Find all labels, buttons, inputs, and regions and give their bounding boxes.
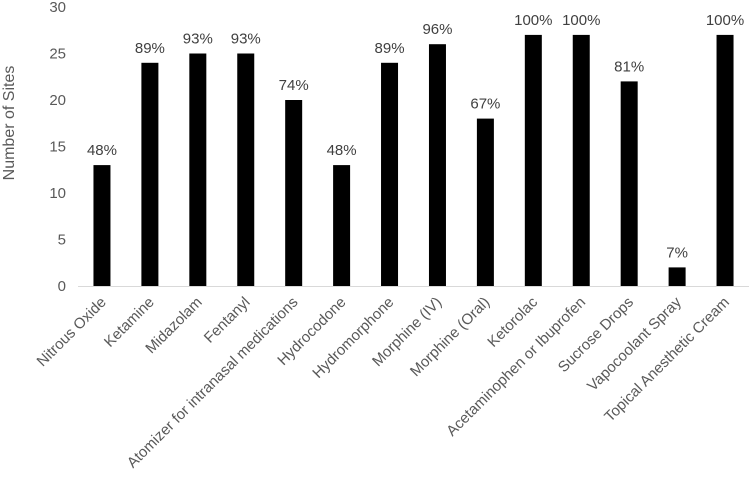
y-tick-label: 0 xyxy=(58,278,66,295)
bar-value-label: 100% xyxy=(706,12,744,29)
bar xyxy=(93,165,111,286)
category-label: Hydromorphone xyxy=(309,294,397,382)
bar-value-label: 100% xyxy=(562,12,600,29)
y-tick-label: 25 xyxy=(49,46,66,63)
bar xyxy=(381,62,399,286)
y-tick-label: 20 xyxy=(49,92,66,109)
y-axis-title: Number of Sites xyxy=(1,66,18,181)
y-axis-ticks: 0 5 10 15 20 25 30 xyxy=(49,0,66,295)
bar-value-label: 100% xyxy=(514,12,552,29)
category-label: Atomizer for intranasal medications xyxy=(124,294,302,472)
bar-value-label: 96% xyxy=(422,21,452,38)
bar-value-label: 93% xyxy=(183,31,213,48)
y-tick-label: 15 xyxy=(49,139,66,156)
bar xyxy=(668,267,686,286)
bar-value-label: 48% xyxy=(87,142,117,159)
bar xyxy=(285,100,303,286)
bar-value-label: 74% xyxy=(279,77,309,94)
y-tick-label: 5 xyxy=(58,232,66,249)
bar-value-label: 48% xyxy=(327,142,357,159)
x-axis-categories: Nitrous OxideKetamineMidazolamFentanylAt… xyxy=(34,293,733,471)
y-tick-label: 30 xyxy=(49,0,66,16)
bar xyxy=(716,34,734,287)
bar xyxy=(476,118,494,286)
bar-value-label: 81% xyxy=(614,58,644,75)
bars xyxy=(93,34,734,287)
bar-value-label: 89% xyxy=(135,40,165,57)
y-tick-label: 10 xyxy=(49,185,66,202)
bar-value-label: 67% xyxy=(470,96,500,113)
bar xyxy=(189,53,207,286)
bar xyxy=(572,34,590,287)
data-labels: 48% 89% 93% 93% 74% 48% 89% 96% 67% 100% 100% 81% 7%… xyxy=(87,12,744,261)
bar-value-label: 7% xyxy=(666,244,688,261)
bar xyxy=(428,44,446,287)
bar xyxy=(524,34,542,287)
bar xyxy=(237,53,255,286)
bar xyxy=(141,62,159,286)
bar-value-label: 93% xyxy=(231,31,261,48)
bar-value-label: 89% xyxy=(375,40,405,57)
category-label: Nitrous Oxide xyxy=(34,294,110,370)
bar xyxy=(333,165,351,286)
bar xyxy=(620,81,638,287)
